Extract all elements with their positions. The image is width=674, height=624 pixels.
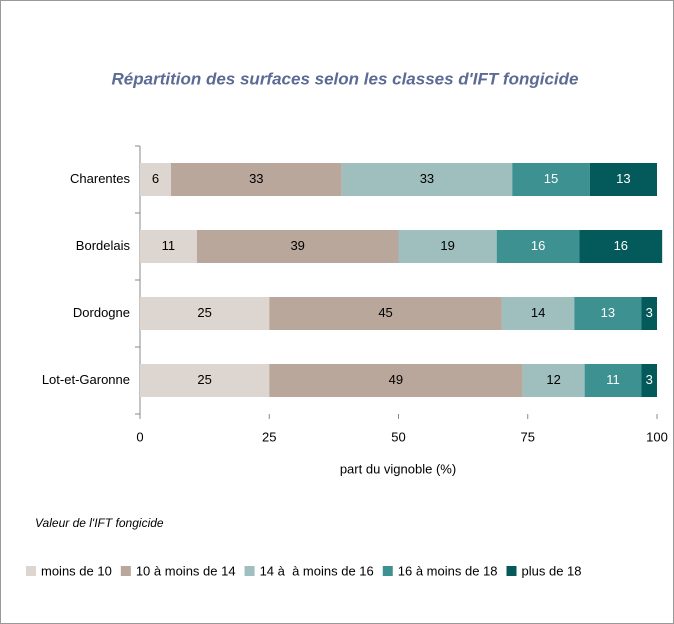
bar-segment (589, 163, 657, 196)
bar-segment (522, 364, 585, 397)
data-label: 3 (646, 305, 653, 320)
data-label: 45 (378, 305, 392, 320)
x-tick-label: 0 (136, 429, 143, 444)
data-label: 12 (546, 372, 560, 387)
data-label: 6 (152, 171, 159, 186)
legend-label: 14 à à moins de 16 (260, 563, 374, 578)
legend-swatch (244, 566, 255, 576)
legend-swatch (120, 566, 131, 576)
y-tick-label: Lot-et-Garonne (42, 372, 130, 387)
data-label: 13 (601, 305, 615, 320)
bar-segment (140, 297, 270, 330)
bar-segment (641, 297, 657, 330)
y-tick-label: Dordogne (73, 305, 130, 320)
bar-segment (140, 230, 197, 263)
data-label: 16 (614, 238, 628, 253)
y-tick-label: Bordelais (76, 238, 131, 253)
bar-segment (269, 297, 502, 330)
legend-label: 10 à moins de 14 (136, 563, 236, 578)
legend-label: 16 à moins de 18 (398, 563, 498, 578)
legend-swatch (506, 566, 517, 576)
data-label: 25 (197, 305, 211, 320)
legend-title: Valeur de l'IFT fongicide (35, 516, 164, 530)
bar-segment (496, 230, 580, 263)
x-tick-label: 50 (391, 429, 405, 444)
x-tick-label: 100 (646, 429, 668, 444)
bar-segment (269, 364, 523, 397)
x-axis-title: part du vignoble (%) (340, 461, 456, 476)
bar-segment (579, 230, 663, 263)
bar-segment (140, 364, 270, 397)
bar-segment (501, 297, 575, 330)
data-label: 19 (440, 238, 454, 253)
data-label: 11 (162, 238, 176, 253)
bar-segment (196, 230, 399, 263)
chart-title: Répartition des surfaces selon les class… (112, 69, 579, 88)
data-label: 33 (249, 171, 263, 186)
data-label: 3 (646, 372, 653, 387)
bar-segment (398, 230, 497, 263)
legend-label: moins de 10 (41, 563, 112, 578)
data-label: 14 (531, 305, 545, 320)
data-label: 33 (420, 171, 434, 186)
data-label: 11 (606, 372, 620, 387)
bar-segment (171, 163, 342, 196)
bar-segment (574, 297, 642, 330)
data-label: 39 (290, 238, 304, 253)
bar-segment (140, 163, 172, 196)
data-label: 25 (197, 372, 211, 387)
data-label: 15 (544, 171, 558, 186)
legend-label: plus de 18 (522, 563, 582, 578)
bar-segment (512, 163, 590, 196)
legend-swatch (382, 566, 393, 576)
bar-segment (341, 163, 513, 196)
data-label: 13 (616, 171, 630, 186)
x-tick-label: 25 (262, 429, 276, 444)
data-label: 16 (531, 238, 545, 253)
data-label: 49 (389, 372, 403, 387)
bar-segment (641, 364, 657, 397)
x-tick-label: 75 (521, 429, 535, 444)
bar-segment (584, 364, 642, 397)
y-tick-label: Charentes (70, 171, 130, 186)
legend-swatch (26, 566, 36, 576)
